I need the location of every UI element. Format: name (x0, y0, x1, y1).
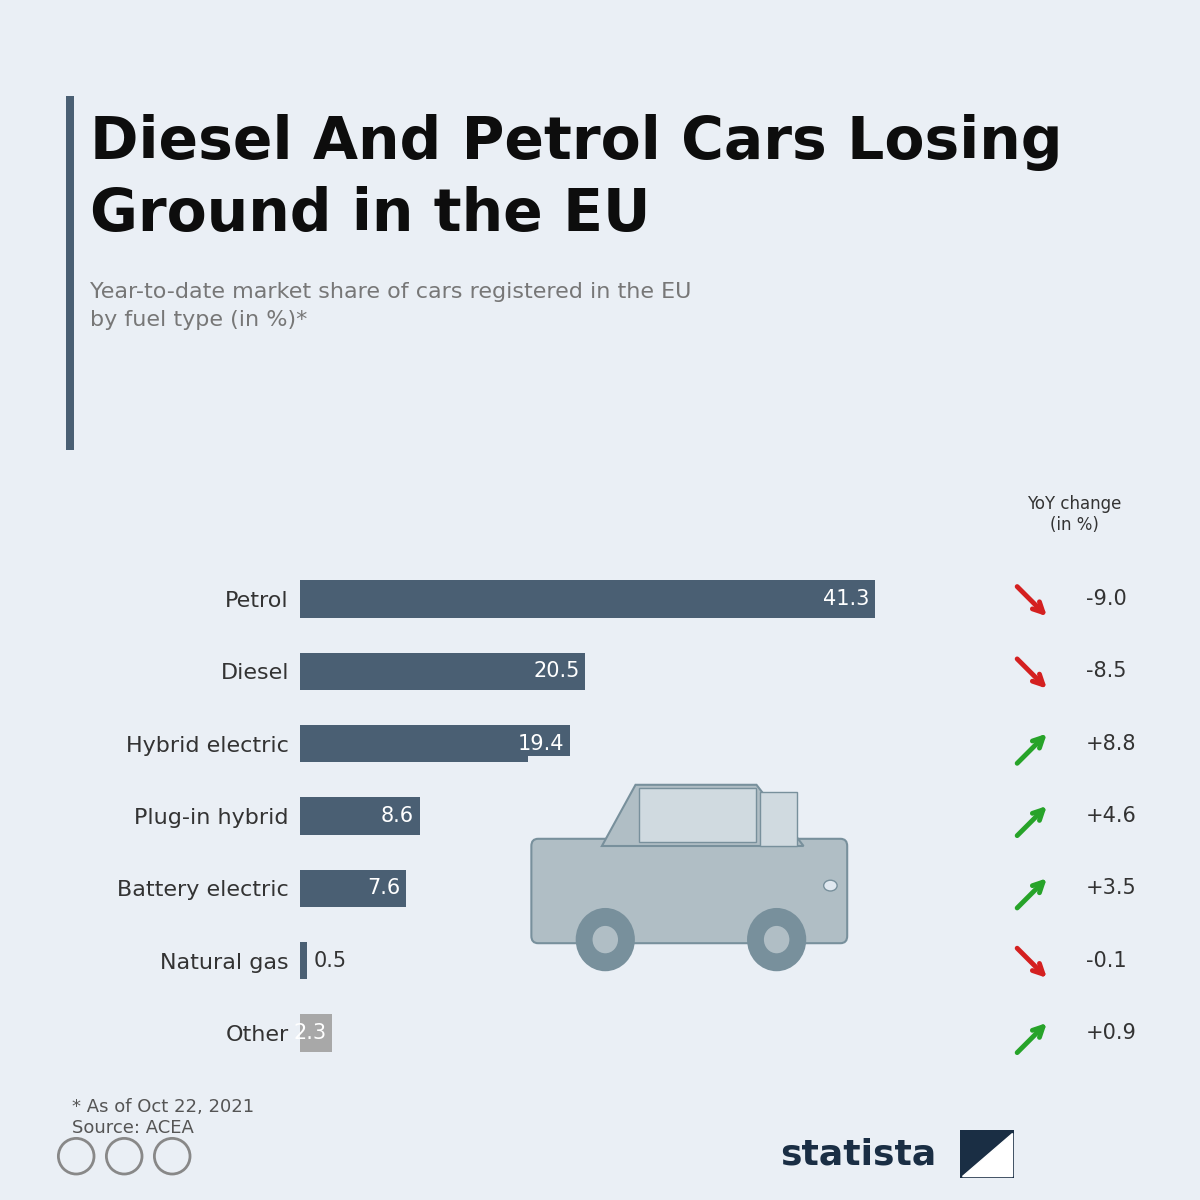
Text: 19.4: 19.4 (518, 733, 564, 754)
Bar (300, 653, 586, 690)
Polygon shape (962, 1133, 1012, 1176)
Circle shape (592, 925, 619, 954)
Text: +3.5: +3.5 (1086, 878, 1136, 899)
Polygon shape (760, 792, 797, 846)
Text: +8.8: +8.8 (1086, 733, 1136, 754)
Text: -9.0: -9.0 (1086, 589, 1127, 610)
Text: 7.6: 7.6 (367, 878, 401, 899)
Ellipse shape (823, 881, 838, 890)
Text: Ground in the EU: Ground in the EU (90, 186, 650, 242)
Bar (300, 1014, 332, 1051)
Circle shape (748, 910, 805, 970)
Circle shape (577, 910, 634, 970)
Polygon shape (602, 785, 804, 846)
Text: +0.9: +0.9 (1086, 1022, 1136, 1043)
Text: 41.3: 41.3 (823, 589, 869, 610)
Text: 0.5: 0.5 (314, 950, 347, 971)
Text: -8.5: -8.5 (1086, 661, 1127, 682)
Text: Diesel And Petrol Cars Losing: Diesel And Petrol Cars Losing (90, 114, 1062, 170)
Text: +4.6: +4.6 (1086, 806, 1136, 826)
FancyBboxPatch shape (532, 839, 847, 943)
Text: 20.5: 20.5 (534, 661, 580, 682)
Text: Year-to-date market share of cars registered in the EU
by fuel type (in %)*: Year-to-date market share of cars regist… (90, 282, 691, 330)
Bar (300, 942, 307, 979)
Text: 8.6: 8.6 (382, 806, 414, 826)
Circle shape (763, 925, 790, 954)
Bar (300, 581, 875, 618)
Polygon shape (638, 788, 756, 842)
Text: YoY change
(in %): YoY change (in %) (1027, 496, 1121, 534)
Bar (300, 725, 570, 762)
Text: 2.3: 2.3 (293, 1022, 326, 1043)
Bar (300, 797, 420, 835)
Bar (300, 870, 406, 907)
Text: * As of Oct 22, 2021
Source: ACEA: * As of Oct 22, 2021 Source: ACEA (72, 1098, 254, 1136)
Text: -0.1: -0.1 (1086, 950, 1127, 971)
Text: statista: statista (780, 1138, 936, 1171)
